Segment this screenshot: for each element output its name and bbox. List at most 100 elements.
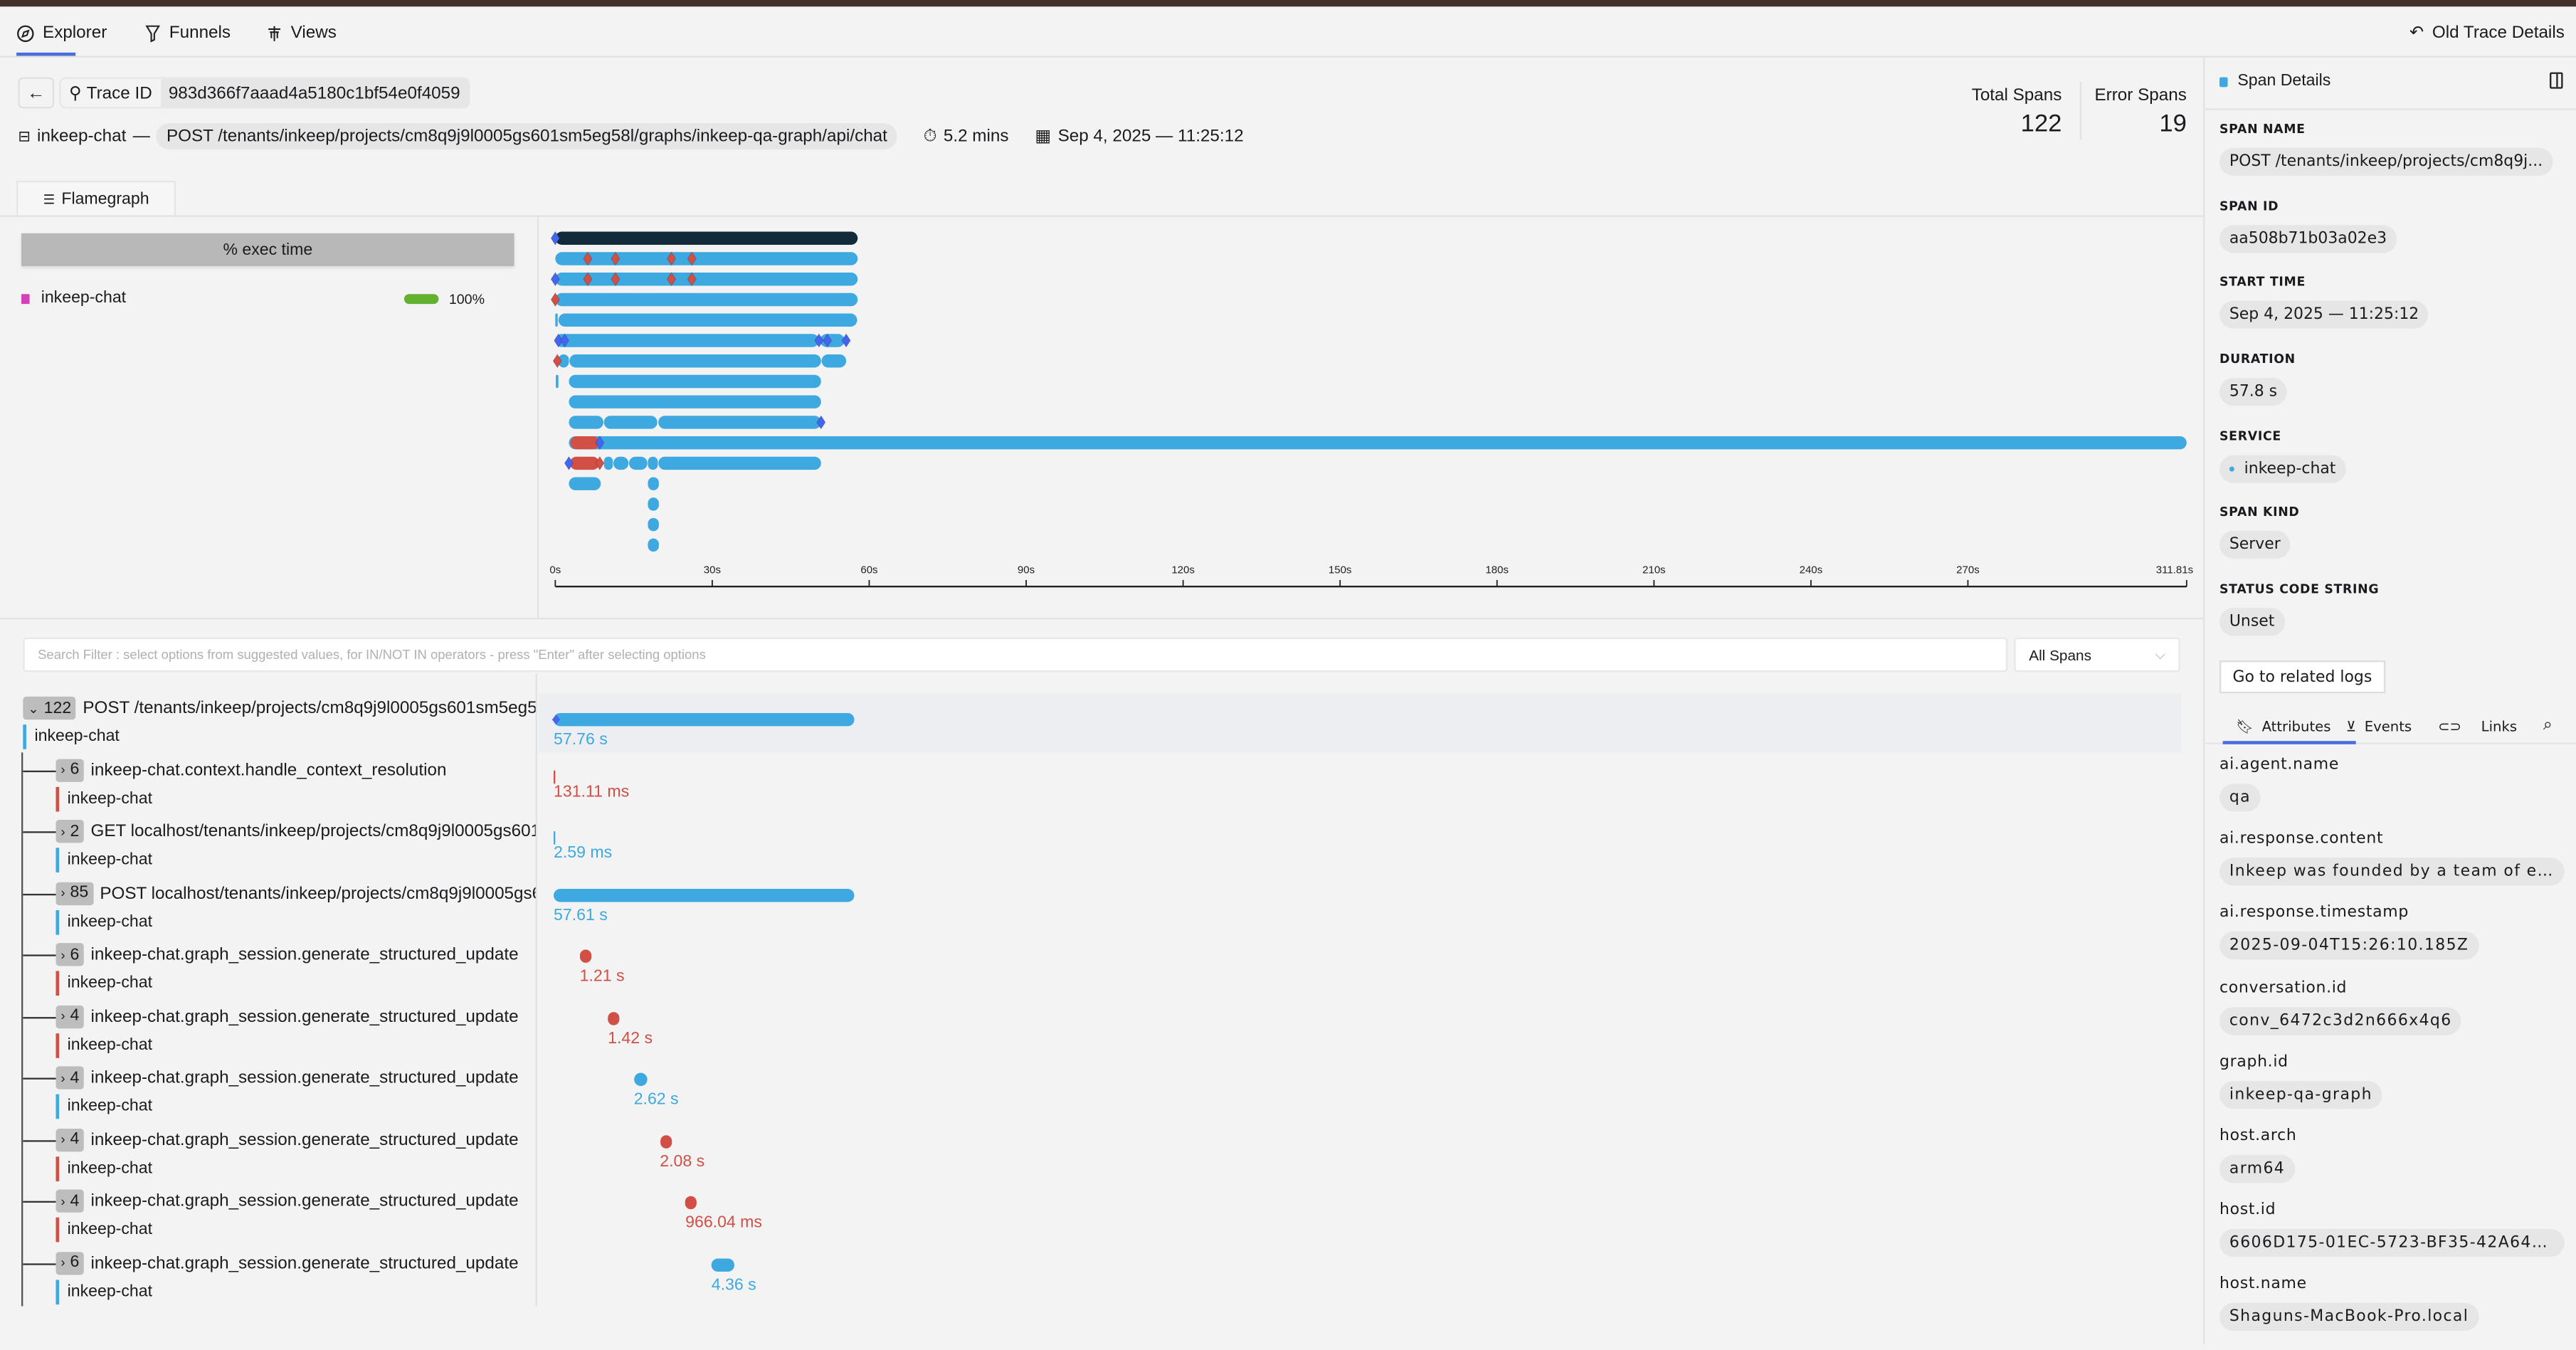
flame-span-bar[interactable] bbox=[558, 354, 569, 368]
flame-span-bar[interactable] bbox=[603, 456, 613, 470]
span-event-marker[interactable] bbox=[552, 354, 562, 369]
flame-span-bar[interactable] bbox=[555, 231, 858, 245]
span-event-marker[interactable] bbox=[666, 272, 677, 287]
span-event-marker[interactable] bbox=[551, 714, 561, 725]
span-duration-bar[interactable] bbox=[554, 769, 556, 784]
attribute-value[interactable]: qa bbox=[2219, 784, 2261, 812]
expand-toggle[interactable]: › 4 bbox=[56, 1127, 85, 1151]
tab-links[interactable]: ⊂⊃ Links bbox=[2438, 719, 2517, 736]
span-event-marker[interactable] bbox=[611, 251, 621, 266]
span-event-marker[interactable] bbox=[823, 333, 833, 348]
flame-span-bar[interactable] bbox=[603, 416, 658, 429]
exec-time-header[interactable]: % exec time bbox=[21, 233, 514, 267]
span-event-marker[interactable] bbox=[611, 272, 621, 287]
attribute-value[interactable]: arm64 bbox=[2219, 1154, 2295, 1183]
tab-attributes[interactable]: 🔖︎ Attributes bbox=[2236, 719, 2330, 736]
flame-span-bar[interactable] bbox=[569, 436, 2187, 450]
span-row[interactable]: › 2 GET localhost/tenants/inkeep/projects/… bbox=[0, 820, 2202, 880]
span-event-marker[interactable] bbox=[595, 436, 605, 450]
flame-span-bar[interactable] bbox=[558, 313, 857, 327]
span-duration-bar[interactable] bbox=[608, 1011, 620, 1025]
tab-events[interactable]: ⊻ Events bbox=[2346, 719, 2412, 736]
go-to-related-logs-button[interactable]: Go to related logs bbox=[2219, 660, 2385, 694]
flame-span-bar[interactable] bbox=[648, 497, 659, 511]
span-row[interactable]: › 4 inkeep-chat.graph_session.generate_str… bbox=[0, 1066, 2202, 1127]
span-row[interactable]: › 6 inkeep-chat.graph_session.generate_str… bbox=[0, 1251, 2202, 1312]
expand-toggle[interactable]: ⌄ 122 bbox=[23, 696, 77, 720]
expand-toggle[interactable]: › 4 bbox=[56, 1066, 85, 1090]
search-filter-input[interactable]: Search Filter : select options from sugg… bbox=[23, 637, 2008, 673]
span-event-marker[interactable] bbox=[814, 333, 824, 348]
span-event-marker[interactable] bbox=[666, 251, 677, 266]
flame-span-bar[interactable] bbox=[658, 416, 821, 429]
attribute-value[interactable]: inkeep-qa-graph bbox=[2219, 1080, 2382, 1109]
span-duration-bar[interactable] bbox=[554, 887, 854, 902]
tab-explorer[interactable]: Explorer bbox=[16, 20, 107, 46]
expand-toggle[interactable]: › 4 bbox=[56, 1189, 85, 1213]
flame-span-bar[interactable] bbox=[569, 416, 603, 429]
attribute-value[interactable]: Inkeep was founded by a team of eigh... bbox=[2219, 858, 2565, 886]
expand-toggle[interactable]: › 6 bbox=[56, 758, 85, 781]
attribute-value[interactable]: conv_6472c3d2n666x4q6 bbox=[2219, 1006, 2462, 1035]
span-duration-bar[interactable] bbox=[660, 1134, 672, 1148]
tab-funnels[interactable]: Funnels bbox=[144, 20, 231, 46]
tab-views[interactable]: Views bbox=[266, 20, 337, 46]
flame-span-bar[interactable] bbox=[569, 477, 601, 490]
span-row[interactable]: › 4 inkeep-chat.graph_session.generate_str… bbox=[0, 1004, 2202, 1065]
span-duration-bar[interactable] bbox=[685, 1196, 697, 1210]
span-filter-select[interactable]: All Spans ⌵ bbox=[2014, 637, 2180, 673]
attribute-value[interactable]: Shaguns-MacBook-Pro.local bbox=[2219, 1303, 2479, 1331]
span-event-marker[interactable] bbox=[687, 251, 697, 266]
back-button[interactable]: ← bbox=[18, 77, 55, 109]
expand-toggle[interactable]: › 85 bbox=[56, 881, 94, 905]
span-event-marker[interactable] bbox=[564, 455, 574, 471]
span-event-marker[interactable] bbox=[550, 272, 560, 287]
span-duration-bar[interactable] bbox=[554, 712, 855, 727]
flame-span-bar[interactable] bbox=[648, 538, 659, 552]
span-event-marker[interactable] bbox=[560, 333, 570, 348]
attribute-value[interactable]: 2025-09-04T15:26:10.185Z bbox=[2219, 932, 2479, 961]
span-duration-bar[interactable] bbox=[633, 1072, 648, 1087]
search-icon[interactable]: ⌕ bbox=[2543, 716, 2553, 734]
flamegraph-chart[interactable]: 0s 30s 60s 90s 120s 150s 180s 210s 240s 270s 311.8… bbox=[539, 217, 2201, 618]
flame-span-bar[interactable] bbox=[648, 517, 659, 532]
flame-span-bar[interactable] bbox=[555, 313, 558, 327]
span-row[interactable]: › 4 inkeep-chat.graph_session.generate_str… bbox=[0, 1189, 2202, 1250]
span-event-marker[interactable] bbox=[841, 333, 851, 348]
span-event-marker[interactable] bbox=[550, 231, 560, 246]
span-event-marker[interactable] bbox=[583, 272, 593, 287]
span-row[interactable]: › 6 inkeep-chat.graph_session.generate_str… bbox=[0, 943, 2202, 1003]
span-event-marker[interactable] bbox=[554, 333, 564, 348]
flame-span-bar[interactable] bbox=[555, 252, 858, 265]
span-duration-bar[interactable] bbox=[554, 831, 556, 845]
flame-span-bar[interactable] bbox=[569, 374, 821, 389]
attribute-value[interactable]: 6606D175-01EC-5723-BF35-42A6486... bbox=[2219, 1229, 2565, 1257]
span-event-marker[interactable] bbox=[816, 415, 826, 430]
flame-span-bar[interactable] bbox=[569, 395, 821, 408]
span-duration-bar[interactable] bbox=[711, 1257, 734, 1271]
flame-span-bar[interactable] bbox=[555, 273, 858, 286]
expand-toggle[interactable]: › 2 bbox=[56, 820, 85, 843]
flame-span-bar[interactable] bbox=[569, 354, 821, 368]
flame-span-bar[interactable] bbox=[658, 456, 821, 470]
flame-span-bar[interactable] bbox=[821, 354, 847, 368]
flame-span-bar[interactable] bbox=[570, 436, 600, 450]
expand-toggle[interactable]: › 6 bbox=[56, 1251, 85, 1275]
flame-span-bar[interactable] bbox=[613, 456, 629, 470]
tab-flamegraph[interactable]: ☰ Flamegraph bbox=[16, 180, 176, 217]
flame-span-bar[interactable] bbox=[569, 456, 600, 470]
span-row[interactable]: › 4 inkeep-chat.graph_session.generate_str… bbox=[0, 1127, 2202, 1188]
span-row[interactable]: › 6 inkeep-chat.context.handle_context_res… bbox=[0, 758, 2202, 818]
span-event-marker[interactable] bbox=[550, 292, 560, 307]
flame-span-bar[interactable] bbox=[556, 374, 559, 389]
flame-span-bar[interactable] bbox=[648, 477, 659, 490]
toggle-panel-icon[interactable] bbox=[2550, 72, 2563, 89]
flame-span-bar[interactable] bbox=[555, 292, 858, 307]
span-event-marker[interactable] bbox=[583, 251, 593, 266]
span-duration-bar[interactable] bbox=[579, 949, 591, 963]
flame-span-bar[interactable] bbox=[648, 456, 658, 470]
flame-span-bar[interactable] bbox=[628, 456, 648, 470]
span-row[interactable]: › 85 POST localhost/tenants/inkeep/project… bbox=[0, 881, 2202, 942]
span-event-marker[interactable] bbox=[595, 455, 605, 471]
span-event-marker[interactable] bbox=[687, 272, 697, 287]
